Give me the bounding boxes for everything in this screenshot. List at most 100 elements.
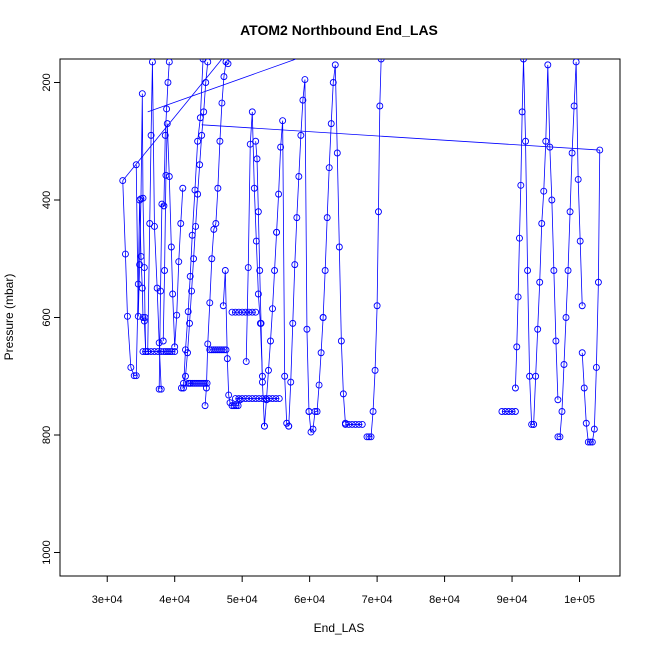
data-point xyxy=(164,348,172,356)
data-point xyxy=(369,408,377,415)
data-point xyxy=(171,348,179,356)
data-point xyxy=(250,184,258,192)
data-point xyxy=(201,402,209,410)
data-point xyxy=(235,308,243,316)
data-point xyxy=(548,196,556,204)
data-point xyxy=(192,222,200,230)
data-point xyxy=(582,419,590,427)
data-point xyxy=(158,200,166,208)
data-point xyxy=(202,79,210,86)
data-point xyxy=(339,390,347,398)
data-point xyxy=(162,171,170,179)
data-point xyxy=(163,120,171,128)
data-point xyxy=(321,267,329,274)
profile-line-19 xyxy=(308,317,324,434)
data-point xyxy=(513,343,521,351)
data-point xyxy=(235,395,243,403)
data-point xyxy=(367,433,375,441)
connector-line-1 xyxy=(147,59,297,113)
data-point xyxy=(363,433,371,441)
data-point xyxy=(234,402,242,410)
data-point xyxy=(352,420,359,428)
data-point xyxy=(275,190,283,198)
data-point xyxy=(132,372,140,380)
data-point xyxy=(127,363,135,371)
data-point xyxy=(273,228,281,236)
data-point xyxy=(532,372,540,380)
data-point xyxy=(204,59,212,66)
x-tick-label: 1e+05 xyxy=(564,594,595,606)
chart-title: ATOM2 Northbound End_LAS xyxy=(240,22,438,38)
data-point xyxy=(303,325,311,333)
data-point xyxy=(182,372,189,380)
data-point xyxy=(198,131,206,139)
data-point xyxy=(540,187,548,195)
data-point xyxy=(164,79,172,86)
data-point xyxy=(246,140,254,148)
data-point xyxy=(139,314,147,321)
data-point xyxy=(293,214,301,222)
data-point xyxy=(520,59,527,63)
data-point xyxy=(311,408,319,415)
data-point xyxy=(377,59,385,63)
data-point xyxy=(228,308,236,316)
data-point xyxy=(248,108,256,116)
data-point xyxy=(173,311,181,319)
data-point xyxy=(180,384,187,392)
data-point xyxy=(202,384,210,392)
data-point xyxy=(179,184,187,192)
data-point xyxy=(341,420,349,428)
data-point xyxy=(140,317,148,325)
data-point xyxy=(542,137,550,145)
data-point xyxy=(584,438,592,446)
data-point xyxy=(570,102,578,110)
data-point xyxy=(586,438,594,446)
data-point xyxy=(313,408,321,415)
data-point xyxy=(151,348,158,356)
y-tick-label: 800 xyxy=(41,426,53,444)
data-point xyxy=(231,395,239,403)
profile-line-4 xyxy=(158,61,170,390)
data-point xyxy=(263,396,270,404)
profile-line-20 xyxy=(322,64,346,424)
data-point xyxy=(245,395,253,403)
data-point xyxy=(260,422,268,430)
profile-line-17 xyxy=(276,120,290,427)
data-point xyxy=(319,314,327,321)
data-point xyxy=(522,137,529,145)
profile-line-22 xyxy=(366,59,382,438)
x-tick-label: 8e+04 xyxy=(429,594,460,606)
data-point xyxy=(157,287,164,295)
profile-line-11 xyxy=(222,270,241,407)
data-point xyxy=(574,175,582,183)
x-tick-label: 5e+04 xyxy=(227,594,258,606)
data-point xyxy=(196,161,204,169)
data-point xyxy=(538,220,546,227)
data-point xyxy=(564,267,572,274)
data-point xyxy=(175,258,183,266)
data-point xyxy=(248,308,256,316)
data-point xyxy=(269,305,276,313)
data-point xyxy=(206,299,214,307)
data-point xyxy=(505,408,513,415)
data-point xyxy=(501,408,509,415)
data-point xyxy=(252,137,260,145)
data-point xyxy=(376,102,384,110)
data-point xyxy=(147,131,155,139)
data-point xyxy=(272,395,280,403)
data-point xyxy=(558,408,566,415)
data-point xyxy=(550,267,558,274)
x-tick-label: 9e+04 xyxy=(497,594,528,606)
data-point xyxy=(231,308,239,316)
data-point xyxy=(257,319,265,327)
data-point xyxy=(242,308,249,316)
data-point xyxy=(578,302,586,310)
data-point xyxy=(208,255,216,263)
data-point xyxy=(160,202,168,210)
data-point xyxy=(252,395,260,403)
data-point xyxy=(554,396,562,404)
profile-line-1 xyxy=(135,93,147,352)
y-tick-label: 200 xyxy=(41,73,53,91)
data-point xyxy=(148,59,156,66)
data-point xyxy=(219,302,227,310)
